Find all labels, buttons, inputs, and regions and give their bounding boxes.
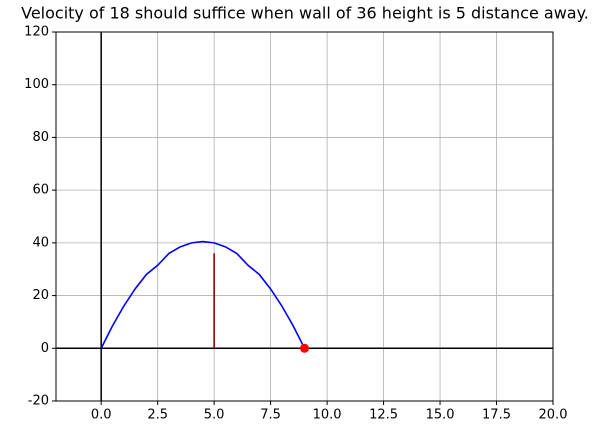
x-tick-label: 15.0 bbox=[426, 408, 455, 423]
point bbox=[300, 343, 309, 353]
y-tick-label: 60 bbox=[32, 183, 49, 198]
y-tick-label: 100 bbox=[24, 77, 49, 92]
y-tick-label: -20 bbox=[28, 394, 49, 409]
chart-title: Velocity of 18 should suffice when wall … bbox=[21, 4, 589, 23]
x-tick-label: 10.0 bbox=[313, 408, 342, 423]
x-tick-label: 2.5 bbox=[147, 408, 168, 423]
y-tick-label: 80 bbox=[32, 130, 49, 145]
x-tick-label: 5.0 bbox=[204, 408, 225, 423]
plot-frame bbox=[55, 31, 554, 402]
x-tick-label: 17.5 bbox=[482, 408, 511, 423]
x-tick-label: 12.5 bbox=[369, 408, 398, 423]
x-tick-label: 0.0 bbox=[91, 408, 112, 423]
y-tick-label: 120 bbox=[24, 25, 49, 40]
y-tick-label: 40 bbox=[32, 235, 49, 250]
x-tick-label: 7.5 bbox=[260, 408, 281, 423]
line bbox=[100, 240, 306, 349]
x-tick-label: 20.0 bbox=[539, 408, 568, 423]
y-tick-label: 0 bbox=[41, 341, 49, 356]
y-tick-label: 20 bbox=[32, 288, 49, 303]
